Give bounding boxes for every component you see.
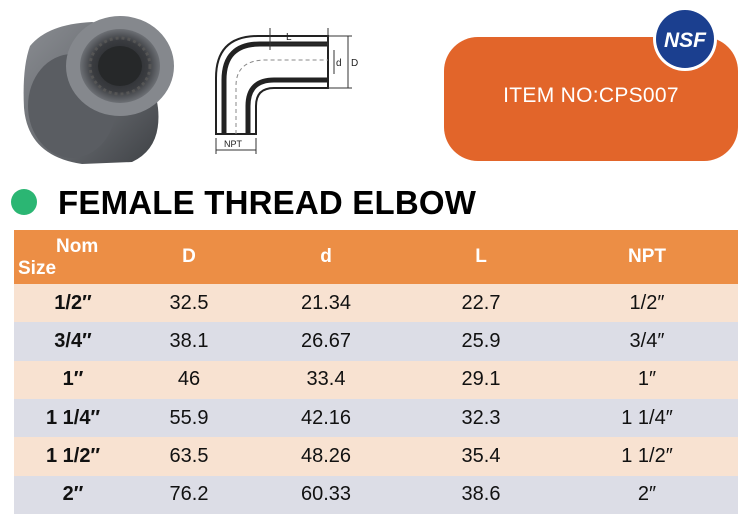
drawing-label-thread: NPT [224,139,243,149]
cell-L: 38.6 [406,475,556,514]
cell-NPT: 2″ [556,475,738,514]
cell-D: 55.9 [132,398,246,438]
table-header-row: Nom Size D d L NPT [14,230,738,284]
column-header-L: L [406,230,556,284]
nsf-logo: NSF [653,7,717,71]
table-row: 1″ 46 33.4 29.1 1″ [14,360,738,399]
cell-NPT: 1 1/2″ [556,437,738,476]
cell-d: 26.67 [246,322,406,361]
cell-L: 35.4 [406,437,556,476]
header-size-label: Size [18,258,57,279]
cell-L: 32.3 [406,398,556,438]
cell-d: 60.33 [246,475,406,514]
cell-size: 3/4″ [14,322,132,361]
nsf-logo-text: NSF [664,29,707,52]
item-number-label: ITEM NO:CPS007 [503,84,679,107]
cell-size: 1″ [14,360,132,399]
cell-L: 29.1 [406,360,556,399]
table-row: 3/4″ 38.1 26.67 25.9 3/4″ [14,322,738,361]
cell-D: 38.1 [132,322,246,361]
header-nom-label: Nom [56,236,99,257]
drawing-label-inner-diameter: d [336,58,342,69]
column-header-D: D [132,230,246,284]
cell-d: 21.34 [246,284,406,323]
cell-D: 76.2 [132,475,246,514]
cell-size: 1/2″ [14,284,132,323]
cell-NPT: 1 1/4″ [556,398,738,438]
table-row: 1 1/4″ 55.9 42.16 32.3 1 1/4″ [14,398,738,438]
cell-D: 63.5 [132,437,246,476]
column-header-NPT: NPT [556,230,738,284]
cell-NPT: 1″ [556,360,738,399]
cell-D: 32.5 [132,284,246,323]
table-row: 2″ 76.2 60.33 38.6 2″ [14,475,738,514]
elbow-product-photo [23,16,174,164]
drawing-label-length: L [286,32,292,43]
column-header-d: d [246,230,406,284]
cell-size: 1 1/4″ [14,398,132,438]
title-bullet-icon [11,189,37,215]
elbow-dimension-drawing: L d D NPT [215,28,358,154]
cell-size: 1 1/2″ [14,437,132,476]
column-header-size: Nom Size [14,230,132,284]
cell-d: 48.26 [246,437,406,476]
specification-table: Nom Size D d L NPT 1/2″ 32.5 21.34 22.7 … [14,230,738,514]
cell-d: 33.4 [246,360,406,399]
cell-d: 42.16 [246,398,406,438]
table-row: 1/2″ 32.5 21.34 22.7 1/2″ [14,284,738,323]
product-title: FEMALE THREAD ELBOW [58,184,477,221]
cell-NPT: 3/4″ [556,322,738,361]
table-row: 1 1/2″ 63.5 48.26 35.4 1 1/2″ [14,437,738,476]
drawing-label-outer-diameter: D [351,58,358,69]
cell-NPT: 1/2″ [556,284,738,323]
cell-size: 2″ [14,475,132,514]
cell-D: 46 [132,360,246,399]
cell-L: 25.9 [406,322,556,361]
cell-L: 22.7 [406,284,556,323]
